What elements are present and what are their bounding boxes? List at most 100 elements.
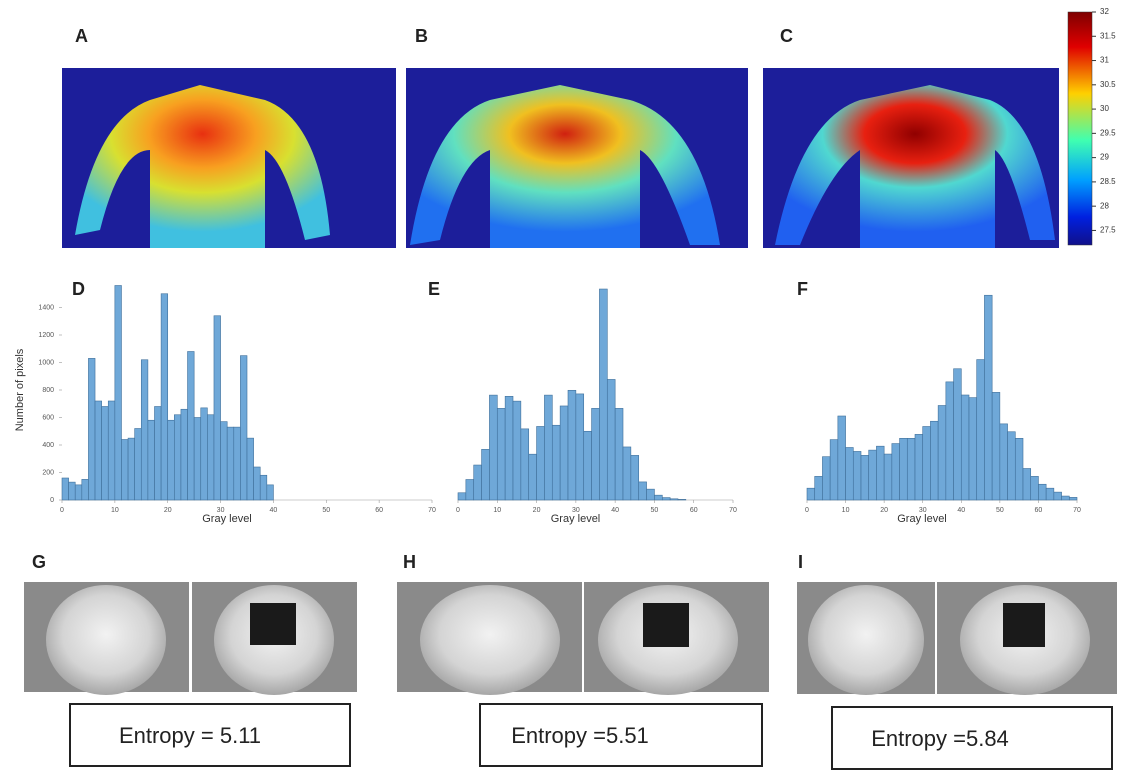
colorbar-tick-label: 30 (1100, 104, 1109, 113)
bar (961, 395, 969, 500)
x-tick-label: 50 (322, 507, 330, 514)
bar (1031, 476, 1039, 500)
bar (247, 438, 254, 500)
bar (552, 425, 560, 500)
x-tick-label: 40 (957, 507, 965, 514)
bar (88, 358, 95, 500)
bar (82, 479, 89, 500)
panel-label: C (780, 26, 793, 46)
body (46, 585, 166, 695)
bar (623, 447, 631, 500)
bar (662, 498, 670, 500)
bar (946, 382, 954, 500)
bar (267, 485, 274, 500)
bar (497, 408, 505, 500)
bar (892, 444, 900, 500)
x-tick-label: 60 (1035, 507, 1043, 514)
colorbar-tick-label: 30.5 (1100, 80, 1116, 89)
bar (592, 408, 600, 500)
panel-label: D (72, 279, 85, 299)
panel-label: B (415, 26, 428, 46)
colorbar-tick-label: 29 (1100, 153, 1109, 162)
bar (1054, 492, 1062, 500)
bar (1015, 438, 1023, 500)
colorbar-tick-label: 31 (1100, 56, 1109, 65)
bar (977, 360, 985, 500)
bar (254, 467, 261, 500)
bar (807, 488, 815, 500)
x-axis-label: Gray level (897, 513, 947, 525)
bar (505, 396, 513, 500)
colorbar-tick-label: 28.5 (1100, 177, 1116, 186)
bar (607, 379, 615, 500)
x-tick-label: 70 (1073, 507, 1081, 514)
bar (884, 454, 892, 500)
x-tick-label: 50 (651, 507, 659, 514)
x-tick-label: 10 (111, 507, 119, 514)
bar (544, 395, 552, 500)
bar (1023, 469, 1031, 501)
bar (584, 431, 592, 500)
bar (489, 395, 497, 500)
x-tick-label: 0 (805, 507, 809, 514)
grayscale-images (24, 582, 1117, 695)
bar (194, 418, 201, 501)
panel-label: G (32, 552, 46, 572)
bar (654, 495, 662, 500)
colorbar (1068, 12, 1092, 245)
x-tick-label: 70 (428, 507, 436, 514)
bar (1008, 432, 1016, 500)
colorbar-tick-label: 32 (1100, 7, 1109, 16)
x-tick-label: 0 (456, 507, 460, 514)
x-tick-label: 20 (880, 507, 888, 514)
y-axis-label: Number of pixels (14, 348, 26, 431)
bar (1069, 497, 1077, 500)
bar (838, 416, 846, 500)
bar (822, 457, 830, 500)
bar (537, 426, 545, 500)
bar (201, 408, 208, 500)
colorbar-tick-label: 31.5 (1100, 31, 1116, 40)
bar (599, 289, 607, 500)
y-tick-label: 1400 (38, 304, 54, 311)
panel-label: A (75, 26, 88, 46)
bar (984, 295, 992, 500)
mask (250, 603, 296, 645)
x-tick-label: 50 (996, 507, 1004, 514)
bar (639, 482, 647, 500)
bar (128, 438, 135, 500)
bar (938, 406, 946, 501)
bar (260, 475, 267, 500)
bar (568, 390, 576, 500)
thermal-images (62, 68, 1059, 248)
bar (474, 465, 482, 500)
bar (482, 449, 490, 500)
bar (853, 451, 861, 500)
bar (954, 369, 962, 500)
x-tick-label: 20 (533, 507, 541, 514)
y-tick-label: 1200 (38, 332, 54, 339)
bar (861, 455, 869, 500)
bar (115, 286, 122, 501)
bar (678, 499, 686, 500)
bar (900, 438, 908, 500)
bar (466, 480, 474, 500)
y-tick-label: 400 (42, 442, 54, 449)
panel-label: E (428, 279, 440, 299)
body (420, 585, 560, 695)
bar (458, 493, 466, 500)
bar (1038, 484, 1046, 500)
bar (207, 415, 214, 500)
bar (62, 478, 69, 500)
bar (108, 401, 115, 500)
bar (188, 352, 195, 501)
bar (615, 408, 623, 500)
y-tick-label: 800 (42, 387, 54, 394)
bar (148, 420, 155, 500)
bar (95, 401, 102, 500)
bar (992, 392, 1000, 500)
bar (181, 409, 188, 500)
bar (168, 420, 175, 500)
bar (214, 316, 221, 500)
bar (1046, 488, 1054, 500)
